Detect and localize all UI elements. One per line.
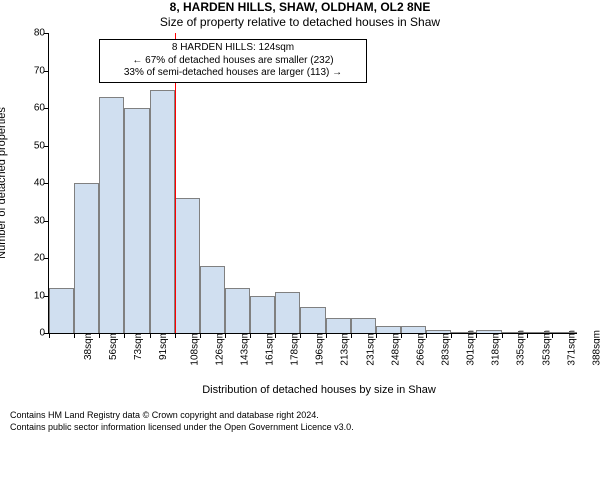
histogram-bar [451, 332, 476, 333]
y-tick-label: 50 [17, 140, 45, 151]
x-tick-mark [175, 333, 176, 338]
y-tick-label: 40 [17, 178, 45, 189]
plot-area: 0102030405060708038sqm56sqm73sqm91sqm108… [48, 33, 577, 334]
x-tick-mark [527, 333, 528, 338]
x-tick-mark [401, 333, 402, 338]
histogram-bar [225, 288, 250, 333]
histogram-bar [200, 266, 225, 334]
x-tick-label: 371sqm [566, 330, 577, 366]
x-tick-label: 38sqm [83, 330, 94, 360]
x-tick-mark [49, 333, 50, 338]
x-tick-mark [476, 333, 477, 338]
y-axis-label: Number of detached properties [0, 108, 8, 260]
x-tick-label: 73sqm [133, 330, 144, 360]
x-tick-mark [552, 333, 553, 338]
histogram-bar [175, 198, 200, 333]
y-tick-label: 0 [17, 328, 45, 339]
y-tick-label: 70 [17, 65, 45, 76]
y-tick-label: 20 [17, 253, 45, 264]
annotation-line: 8 HARDEN HILLS: 124sqm [104, 42, 362, 55]
histogram-bar [124, 108, 149, 333]
x-tick-mark [426, 333, 427, 338]
x-tick-mark [275, 333, 276, 338]
y-tick-label: 30 [17, 215, 45, 226]
histogram-bar [376, 326, 401, 334]
histogram-bar [275, 292, 300, 333]
x-tick-mark [150, 333, 151, 338]
histogram-bar [49, 288, 74, 333]
x-tick-label: 231sqm [365, 330, 376, 366]
x-tick-label: 126sqm [214, 330, 225, 366]
x-tick-label: 353sqm [541, 330, 552, 366]
x-tick-label: 318sqm [491, 330, 502, 366]
x-tick-label: 388sqm [591, 330, 600, 366]
x-tick-mark [451, 333, 452, 338]
histogram-bar [326, 318, 351, 333]
x-tick-label: 143sqm [239, 330, 250, 366]
x-tick-mark [326, 333, 327, 338]
histogram-bar [99, 97, 124, 333]
annotation-box: 8 HARDEN HILLS: 124sqm← 67% of detached … [99, 39, 367, 83]
x-tick-label: 283sqm [441, 330, 452, 366]
y-tick-mark [44, 221, 49, 222]
chart-subtitle: Size of property relative to detached ho… [0, 15, 600, 29]
x-tick-label: 266sqm [415, 330, 426, 366]
x-tick-mark [502, 333, 503, 338]
x-tick-label: 56sqm [108, 330, 119, 360]
histogram-bar [150, 90, 175, 334]
histogram-bar [250, 296, 275, 334]
histogram-bar [426, 330, 451, 334]
x-tick-label: 213sqm [340, 330, 351, 366]
histogram-bar [74, 183, 99, 333]
y-tick-mark [44, 108, 49, 109]
x-tick-mark [225, 333, 226, 338]
credit-line-2: Contains public sector information licen… [10, 422, 590, 433]
x-tick-mark [200, 333, 201, 338]
y-tick-label: 10 [17, 290, 45, 301]
histogram-bar [401, 326, 426, 334]
histogram-bar [476, 330, 501, 334]
annotation-line: ← 67% of detached houses are smaller (23… [104, 55, 362, 68]
histogram-bar [300, 307, 325, 333]
x-tick-label: 161sqm [265, 330, 276, 366]
histogram-bar [502, 332, 527, 333]
credits: Contains HM Land Registry data © Crown c… [10, 410, 590, 433]
y-tick-mark [44, 146, 49, 147]
credit-line-1: Contains HM Land Registry data © Crown c… [10, 410, 590, 421]
x-tick-label: 178sqm [290, 330, 301, 366]
x-tick-label: 335sqm [516, 330, 527, 366]
x-tick-mark [74, 333, 75, 338]
x-tick-mark [300, 333, 301, 338]
chart-container: Number of detached properties 0102030405… [48, 33, 590, 396]
x-tick-mark [351, 333, 352, 338]
x-tick-label: 248sqm [390, 330, 401, 366]
y-tick-mark [44, 183, 49, 184]
x-tick-label: 301sqm [466, 330, 477, 366]
x-tick-label: 91sqm [158, 330, 169, 360]
x-tick-mark [376, 333, 377, 338]
histogram-bar [527, 332, 552, 333]
annotation-line: 33% of semi-detached houses are larger (… [104, 67, 362, 80]
x-tick-mark [124, 333, 125, 338]
y-tick-mark [44, 258, 49, 259]
histogram-bar [552, 332, 577, 333]
x-axis-label: Distribution of detached houses by size … [48, 384, 590, 396]
y-tick-label: 80 [17, 28, 45, 39]
x-tick-label: 108sqm [189, 330, 200, 366]
y-tick-label: 60 [17, 103, 45, 114]
y-tick-mark [44, 33, 49, 34]
x-tick-mark [99, 333, 100, 338]
chart-title: 8, HARDEN HILLS, SHAW, OLDHAM, OL2 8NE [0, 0, 600, 15]
x-tick-mark [250, 333, 251, 338]
histogram-bar [351, 318, 376, 333]
y-tick-mark [44, 71, 49, 72]
x-tick-label: 196sqm [315, 330, 326, 366]
